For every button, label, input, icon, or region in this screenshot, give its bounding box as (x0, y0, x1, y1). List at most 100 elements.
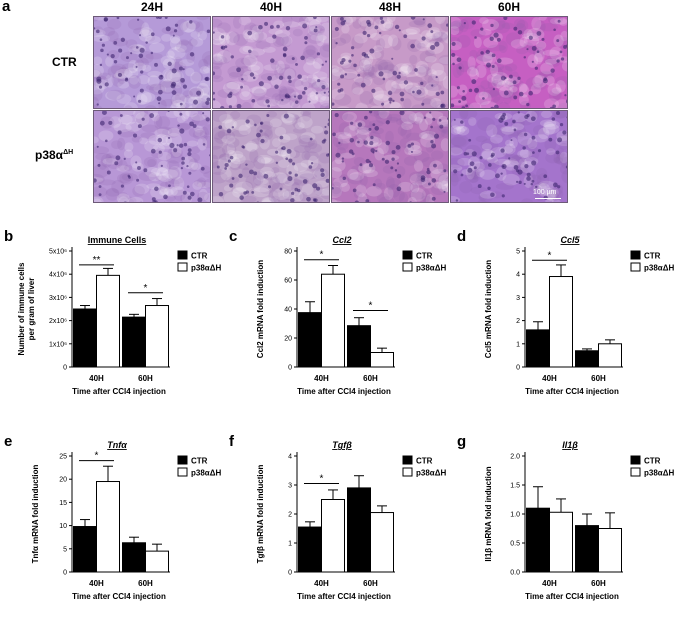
chart-d-xlabel: Time after CCl4 injection (525, 387, 619, 396)
column-label-24h: 24H (140, 0, 163, 14)
chart-f-xlabel: Time after CCl4 injection (297, 592, 391, 601)
chart-b-legend-label: p38αΔH (191, 264, 221, 273)
chart-d-bar-ctr-60h (575, 350, 599, 368)
chart-b-ytick-label: 1x10⁶ (49, 341, 67, 348)
chart-b-category-label: 40H (89, 374, 104, 383)
chart-g-legend-label: CTR (644, 457, 661, 466)
chart-c-legend-swatch (402, 250, 413, 260)
column-label-40h: 40H (259, 0, 282, 14)
chart-e-ytick-label: 0 (63, 570, 67, 577)
histology-image-ctr-60h (450, 16, 568, 109)
chart-b-ytick-label: 2x10⁶ (49, 318, 67, 325)
chart-g-bar-ctr-60h (575, 525, 599, 573)
chart-panel-c: c Ccl2 0 20 40 60 80 Ccl2 mRNA fold induction 40… (229, 228, 446, 396)
chart-b-significance-label: ** (93, 255, 101, 266)
chart-panel-f: f Tgfβ 0 1 2 3 4 Tgfβ mRNA fold induction 40H 60H… (229, 433, 446, 601)
chart-c-bar-ctr-40h (298, 312, 322, 368)
chart-f-category-label: 40H (314, 579, 329, 588)
chart-c-xlabel: Time after CCl4 injection (297, 387, 391, 396)
chart-c-bar-p38-60h (370, 352, 394, 368)
chart-g-bar-p38-60h (598, 528, 622, 573)
chart-e-xlabel: Time after CCl4 injection (72, 592, 166, 601)
chart-b-bar-ctr-60h (122, 316, 146, 368)
chart-b-ytick-label: 3x10⁶ (49, 295, 67, 302)
chart-g-ytick-label: 0.5 (510, 541, 520, 548)
histology-image-ctr-24h (93, 16, 211, 109)
chart-g-ytick-label: 0.0 (510, 570, 520, 577)
chart-d-legend-swatch (630, 250, 641, 260)
chart-g-category-label: 40H (542, 579, 557, 588)
chart-d-ylabel: Ccl5 mRNA fold induction (484, 260, 493, 358)
chart-g-ytick-label: 1.0 (510, 512, 520, 519)
chart-d-legend-label: CTR (644, 252, 661, 261)
chart-d-category-label: 60H (591, 374, 606, 383)
chart-e-bar-p38-60h (145, 550, 169, 573)
chart-c-legend-label: p38αΔH (416, 264, 446, 273)
chart-c-ytick-label: 0 (288, 365, 292, 372)
chart-f-bar-p38-60h (370, 512, 394, 573)
chart-e-bar-ctr-40h (73, 526, 97, 573)
chart-c-bar-p38-40h (321, 273, 345, 368)
chart-e-category-label: 60H (138, 579, 153, 588)
chart-d-ytick-label: 4 (516, 272, 520, 279)
chart-c-significance-label: * (369, 300, 373, 311)
chart-panel-g: g Il1β 0.0 0.5 1.0 1.5 2.0 Il1β mRNA fold induc… (457, 433, 674, 601)
chart-e-legend-swatch (177, 467, 188, 477)
chart-b-panel-letter: b (4, 228, 13, 245)
chart-b-ytick-label: 4x10⁶ (49, 272, 67, 279)
chart-b-title: Immune Cells (88, 235, 147, 245)
chart-d-ytick-label: 3 (516, 295, 520, 302)
chart-g-title: Il1β (562, 440, 578, 450)
chart-f-panel-letter: f (229, 433, 235, 450)
chart-f-legend-swatch (402, 455, 413, 465)
chart-e-ytick-label: 10 (59, 523, 67, 530)
chart-f-bar-ctr-40h (298, 526, 322, 573)
chart-d-title: Ccl5 (560, 235, 580, 245)
chart-e-ytick-label: 25 (59, 454, 67, 461)
chart-d-ytick-label: 2 (516, 318, 520, 325)
chart-e-legend-swatch (177, 455, 188, 465)
chart-b-ylabel: per gram of liver (27, 278, 36, 341)
chart-d-bar-p38-40h (549, 276, 573, 368)
chart-d-ytick-label: 0 (516, 365, 520, 372)
chart-b-category-label: 60H (138, 374, 153, 383)
scale-bar-label: 100 µm (533, 189, 557, 196)
scale-bar (535, 198, 561, 199)
chart-f-legend-label: CTR (416, 457, 433, 466)
chart-g-bar-p38-40h (549, 511, 573, 573)
chart-e-ytick-label: 20 (59, 477, 67, 484)
chart-panel-d: d Ccl5 0 1 2 3 4 5 Ccl5 mRNA fold induction 40H 60… (457, 228, 674, 396)
chart-b-ytick-label: 5x10⁶ (49, 249, 67, 256)
chart-d-category-label: 40H (542, 374, 557, 383)
chart-b-legend-swatch (177, 250, 188, 260)
chart-b-significance-label: * (144, 283, 148, 294)
chart-d-bar-p38-60h (598, 343, 622, 368)
chart-f-bar-ctr-60h (347, 487, 371, 573)
chart-g-ytick-label: 1.5 (510, 483, 520, 490)
chart-d-ytick-label: 1 (516, 341, 520, 348)
chart-b-ytick-label: 0 (63, 365, 67, 372)
chart-c-ytick-label: 80 (284, 249, 292, 256)
chart-c-ytick-label: 20 (284, 336, 292, 343)
chart-d-legend-swatch (630, 262, 641, 272)
column-label-48h: 48H (378, 0, 401, 14)
histology-image-ctr-40h (212, 16, 330, 109)
chart-b-bar-ctr-40h (73, 308, 97, 368)
chart-c-legend-swatch (402, 262, 413, 272)
chart-f-category-label: 60H (363, 579, 378, 588)
chart-e-ytick-label: 15 (59, 500, 67, 507)
chart-g-bar-ctr-40h (526, 507, 550, 573)
row-label-ctr: CTR (52, 55, 77, 69)
chart-d-legend-label: p38αΔH (644, 264, 674, 273)
chart-e-panel-letter: e (4, 433, 12, 450)
chart-c-legend-label: CTR (416, 252, 433, 261)
chart-d-bar-ctr-40h (526, 329, 550, 368)
chart-f-ytick-label: 3 (288, 483, 292, 490)
chart-c-title: Ccl2 (332, 235, 351, 245)
chart-d-ytick-label: 5 (516, 249, 520, 256)
chart-f-legend-label: p38αΔH (416, 469, 446, 478)
chart-b-ylabel: Number of immune cells (17, 262, 26, 355)
chart-c-category-label: 60H (363, 374, 378, 383)
chart-b-legend-label: CTR (191, 252, 208, 261)
chart-e-bar-ctr-60h (122, 542, 146, 573)
